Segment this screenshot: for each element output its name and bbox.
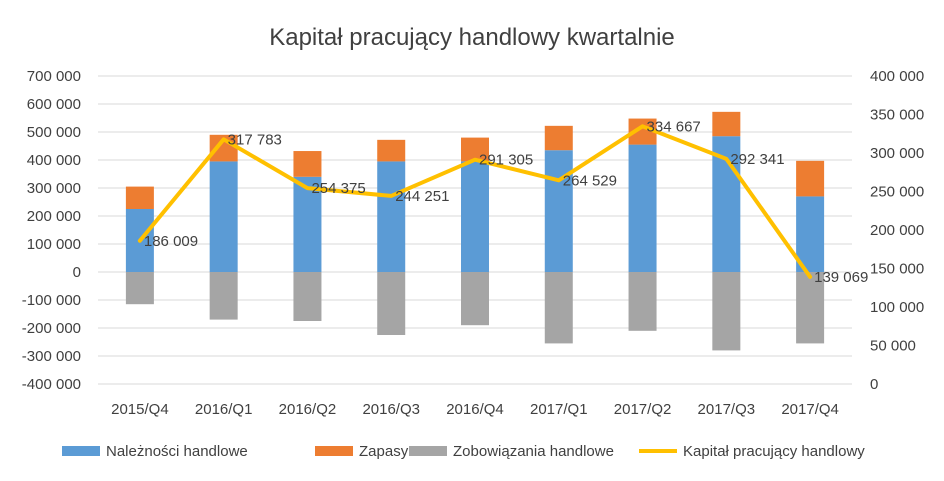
right-axis-tick-label: 0	[870, 376, 878, 393]
data-label: 244 251	[395, 188, 449, 205]
left-axis-tick-label: -300 000	[22, 348, 81, 365]
right-axis-tick-label: 100 000	[870, 299, 924, 316]
bar-nale-no-ci-handlowe	[461, 161, 489, 272]
left-axis-tick-label: 500 000	[27, 124, 81, 141]
bar-zapasy	[461, 137, 489, 162]
bar-zobowi-zania-handlowe	[796, 272, 825, 344]
bar-zobowi-zania-handlowe	[377, 272, 406, 335]
x-axis-ticks: 2015/Q4 2016/Q1 2016/Q2 2016/Q3 2016/Q4 2017/…	[111, 401, 839, 418]
left-axis-tick-label: 0	[73, 264, 81, 281]
x-axis-tick-label: 2016/Q1	[195, 401, 253, 418]
bar-zapasy	[293, 151, 322, 177]
legend: Należności handlowe Zapasy Zobowiązania ha…	[62, 443, 865, 460]
bar-zobowi-zania-handlowe	[461, 272, 489, 326]
left-axis-tick-label: 200 000	[27, 208, 81, 225]
bar-nale-no-ci-handlowe	[628, 144, 657, 272]
bar-zapasy	[377, 139, 406, 162]
bar-zobowi-zania-handlowe	[544, 272, 573, 344]
bar-nale-no-ci-handlowe	[293, 176, 322, 272]
chart-title: Kapitał pracujący handlowy kwartalnie	[269, 24, 675, 51]
bar-zapasy	[544, 125, 573, 151]
x-axis-tick-label: 2016/Q4	[446, 401, 504, 418]
left-axis-tick-label: 400 000	[27, 152, 81, 169]
legend-label: Zapasy	[359, 443, 409, 460]
bar-zobowi-zania-handlowe	[125, 272, 154, 305]
left-axis-tick-label: -200 000	[22, 320, 81, 337]
legend-label: Należności handlowe	[106, 443, 248, 460]
bar-nale-no-ci-handlowe	[544, 150, 573, 272]
left-axis-tick-label: 100 000	[27, 236, 81, 253]
x-axis-tick-label: 2017/Q4	[781, 401, 839, 418]
data-label: 139 069	[814, 269, 868, 286]
x-axis-tick-label: 2017/Q1	[530, 401, 588, 418]
x-axis-tick-label: 2016/Q2	[279, 401, 337, 418]
line-kapital-pracujacy-handlowy	[137, 124, 813, 279]
right-axis-tick-label: 200 000	[870, 222, 924, 239]
data-label: 334 667	[647, 118, 701, 135]
bar-series	[125, 111, 825, 351]
bar-zobowi-zania-handlowe	[209, 272, 238, 320]
left-axis-tick-label: 600 000	[27, 96, 81, 113]
right-axis-tick-label: 150 000	[870, 261, 924, 278]
right-axis-tick-label: 400 000	[870, 68, 924, 85]
bar-nale-no-ci-handlowe	[796, 196, 825, 272]
right-axis-ticks: 0 50 000 100 000 150 000 200 000 250 000 300 0…	[870, 68, 924, 393]
data-label: 291 305	[479, 152, 533, 169]
data-label: 264 529	[563, 172, 617, 189]
line-series: 186 009 317 783 254 375 244 251 291 305 264 5…	[137, 118, 868, 286]
legend-swatch	[62, 446, 100, 456]
right-axis-tick-label: 300 000	[870, 145, 924, 162]
left-axis-ticks: -400 000 -300 000 -200 000 -100 000 0 100 000…	[22, 68, 81, 393]
data-label: 317 783	[228, 131, 282, 148]
data-label: 254 375	[311, 180, 365, 197]
bar-zapasy	[712, 111, 741, 137]
x-axis-tick-label: 2016/Q3	[362, 401, 420, 418]
data-label: 186 009	[144, 233, 198, 250]
data-label: 292 341	[730, 151, 784, 168]
bar-nale-no-ci-handlowe	[209, 161, 238, 272]
legend-swatch	[409, 446, 447, 456]
right-axis-tick-label: 350 000	[870, 107, 924, 124]
x-axis-tick-label: 2015/Q4	[111, 401, 169, 418]
legend-label: Zobowiązania handlowe	[453, 443, 614, 460]
bar-zapasy	[796, 160, 825, 197]
legend-swatch	[315, 446, 353, 456]
x-axis-tick-label: 2017/Q2	[614, 401, 672, 418]
bar-nale-no-ci-handlowe	[377, 161, 406, 272]
left-axis-tick-label: 700 000	[27, 68, 81, 85]
bar-zobowi-zania-handlowe	[293, 272, 322, 321]
legend-label: Kapitał pracujący handlowy	[683, 443, 865, 460]
left-axis-tick-label: -100 000	[22, 292, 81, 309]
bar-zobowi-zania-handlowe	[628, 272, 657, 331]
bar-zapasy	[125, 186, 154, 209]
bar-zobowi-zania-handlowe	[712, 272, 741, 351]
left-axis-tick-label: -400 000	[22, 376, 81, 393]
x-axis-tick-label: 2017/Q3	[698, 401, 756, 418]
right-axis-tick-label: 50 000	[870, 338, 916, 355]
left-axis-tick-label: 300 000	[27, 180, 81, 197]
right-axis-tick-label: 250 000	[870, 184, 924, 201]
